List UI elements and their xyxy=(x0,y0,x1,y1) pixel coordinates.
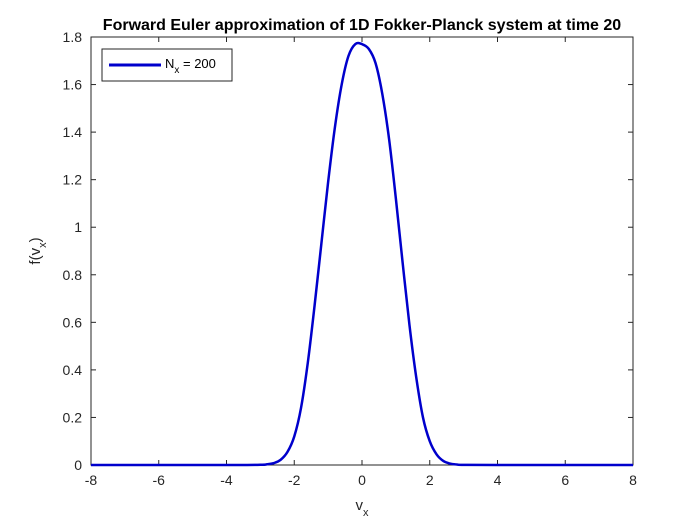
ticks: -8 -6 -4 -2 0 2 4 6 8 0 0.2 0.4 0.6 0.8 1 1.2 1.4 1.6 1.8 xyxy=(63,29,638,488)
y-tick-label: 0.4 xyxy=(63,362,83,378)
series-layer xyxy=(90,41,634,467)
x-tick-label: 8 xyxy=(629,472,637,488)
x-tick-label: -4 xyxy=(220,472,233,488)
y-tick-label: 0 xyxy=(74,457,82,473)
y-tick-label: 0.8 xyxy=(63,267,83,283)
x-tick-label: -6 xyxy=(153,472,166,488)
y-tick-label: 1 xyxy=(74,219,82,235)
legend-label-suffix: = 200 xyxy=(179,56,216,71)
x-axis-label-sub: x xyxy=(363,507,369,519)
x-tick-label: 2 xyxy=(426,472,434,488)
x-tick-label: 6 xyxy=(561,472,569,488)
y-axis-label-sub: x xyxy=(37,242,49,248)
y-tick-label: 1.4 xyxy=(63,124,83,140)
x-axis-label-base: v xyxy=(356,497,364,514)
x-axis-label: vx xyxy=(356,497,370,519)
x-tick-label: 0 xyxy=(358,472,366,488)
series-line xyxy=(90,41,634,467)
plot-area xyxy=(90,36,634,466)
y-tick-label: 1.2 xyxy=(63,172,83,188)
y-axis-label-suffix: ) xyxy=(27,237,44,242)
y-tick-label: 1.8 xyxy=(63,29,83,45)
legend-label: Nx = 200 xyxy=(165,56,216,76)
y-tick-label: 0.6 xyxy=(63,314,83,330)
x-tick-label: -8 xyxy=(85,472,98,488)
y-axis-label: f(vx) xyxy=(27,237,49,264)
x-tick-label: 4 xyxy=(494,472,502,488)
y-tick-label: 0.2 xyxy=(63,409,83,425)
y-axis-label-prefix: f(v xyxy=(27,247,44,264)
y-tick-label: 1.6 xyxy=(63,77,83,93)
chart-title: Forward Euler approximation of 1D Fokker… xyxy=(103,17,621,34)
x-tick-label: -2 xyxy=(288,472,301,488)
legend-label-base: N xyxy=(165,56,174,71)
legend-label-sub: x xyxy=(174,65,179,76)
legend: Nx = 200 xyxy=(101,48,233,82)
